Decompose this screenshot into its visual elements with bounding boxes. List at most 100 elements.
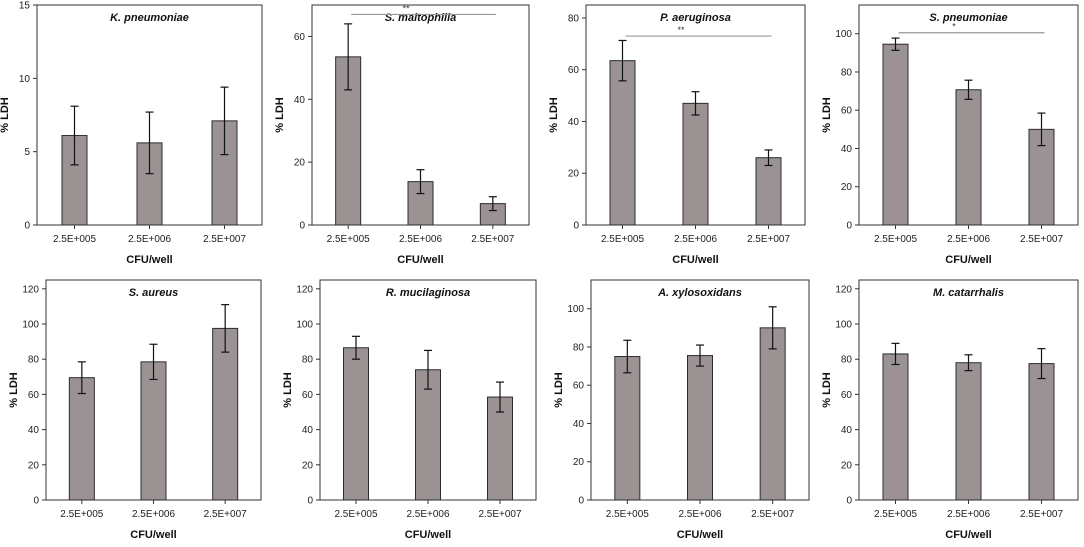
y-tick-label: 60: [294, 32, 306, 43]
x-tick-label: 2.5E+007: [1020, 234, 1064, 245]
chart-panel-4: S. pneumoniae 0 20 40 60 80 100 % LDH 2.5E+005 2.…: [821, 4, 1079, 266]
chart-title: S. aureus: [129, 287, 179, 299]
x-tick-label: 2.5E+007: [1020, 509, 1064, 520]
x-axis-title: CFU/well: [126, 254, 172, 266]
chart-title: A. xylosoxidans: [657, 287, 742, 299]
bar: [755, 157, 782, 226]
y-axis-title: % LDH: [282, 372, 294, 408]
x-tick-label: 2.5E+006: [947, 234, 991, 245]
y-tick-label: 60: [568, 65, 580, 76]
y-tick-label: 40: [573, 419, 585, 430]
bar: [212, 327, 239, 501]
bar: [882, 43, 909, 226]
y-tick-label: 100: [22, 320, 39, 331]
x-tick-label: 2.5E+005: [53, 234, 97, 245]
x-tick-label: 2.5E+005: [606, 509, 650, 520]
x-tick-label: 2.5E+005: [874, 234, 918, 245]
x-tick-label: 2.5E+007: [203, 234, 247, 245]
x-tick-label: 2.5E+005: [601, 234, 645, 245]
y-tick-label: 120: [296, 284, 313, 295]
y-tick-label: 100: [835, 29, 852, 40]
y-tick-label: 80: [568, 13, 580, 24]
x-axis-title: CFU/well: [672, 254, 718, 266]
chart-panel-5: S. aureus 0 20 40 60 80 100 120 % LDH 2.5E+005 2.5…: [8, 279, 262, 541]
x-tick-label: 2.5E+006: [132, 509, 176, 520]
x-tick-label: 2.5E+007: [478, 509, 522, 520]
y-tick-label: 20: [841, 460, 853, 471]
chart-title: P. aeruginosa: [660, 12, 731, 24]
bar: [68, 377, 95, 501]
x-axis-title: CFU/well: [405, 529, 451, 541]
y-tick-label: 80: [573, 342, 585, 353]
y-axis-title: % LDH: [274, 97, 286, 133]
y-tick-label: 20: [568, 169, 580, 180]
chart-panel-3: P. aeruginosa 0 20 40 60 80 % LDH 2.5E+005 2.5E+…: [548, 4, 806, 266]
bar: [1028, 363, 1055, 501]
bar: [609, 60, 636, 226]
x-axis-title: CFU/well: [945, 529, 991, 541]
x-axis-title: CFU/well: [397, 254, 443, 266]
y-axis-title: % LDH: [821, 372, 833, 408]
y-tick-label: 60: [302, 390, 314, 401]
y-tick-label: 20: [573, 457, 585, 468]
chart-title: K. pneumoniae: [110, 12, 189, 24]
x-tick-label: 2.5E+006: [406, 509, 450, 520]
chart-panel-1: K. pneumoniae 0 5 10 15 % LDH 2.5E+005 2.5E+006…: [0, 1, 263, 266]
y-tick-label: 0: [846, 221, 852, 232]
y-tick-label: 20: [841, 182, 853, 193]
y-tick-label: 40: [28, 425, 40, 436]
bar: [955, 362, 982, 501]
y-tick-label: 60: [573, 381, 585, 392]
y-axis-title: % LDH: [8, 372, 20, 408]
bar: [687, 355, 713, 501]
bar: [882, 353, 909, 501]
y-tick-label: 0: [33, 496, 39, 507]
significance-label: *: [952, 22, 956, 32]
x-tick-label: 2.5E+006: [128, 234, 172, 245]
x-tick-label: 2.5E+007: [471, 234, 515, 245]
y-tick-label: 120: [835, 284, 852, 295]
y-tick-label: 40: [302, 425, 314, 436]
chart-panel-6: R. mucilaginosa 0 20 40 60 80 100 120 % LDH 2.5E+…: [282, 279, 537, 541]
y-tick-label: 80: [841, 67, 853, 78]
bar: [140, 361, 167, 501]
x-tick-label: 2.5E+007: [751, 509, 795, 520]
chart-title: R. mucilaginosa: [386, 287, 470, 299]
y-tick-label: 60: [841, 106, 853, 117]
chart-title: M. catarrhalis: [933, 287, 1004, 299]
bar: [955, 89, 982, 226]
y-tick-label: 15: [19, 1, 31, 12]
y-tick-label: 40: [841, 425, 853, 436]
significance-label: **: [677, 25, 685, 35]
chart-title: S. pneumoniae: [929, 12, 1007, 24]
x-tick-label: 2.5E+006: [399, 234, 443, 245]
y-tick-label: 60: [841, 390, 853, 401]
y-tick-label: 5: [24, 147, 30, 158]
y-tick-label: 20: [302, 460, 314, 471]
y-tick-label: 40: [568, 117, 580, 128]
x-tick-label: 2.5E+005: [327, 234, 371, 245]
y-tick-label: 80: [841, 355, 853, 366]
significance-label: **: [403, 3, 411, 13]
x-tick-label: 2.5E+005: [60, 509, 104, 520]
y-axis-title: % LDH: [0, 97, 11, 133]
x-tick-label: 2.5E+005: [874, 509, 918, 520]
y-tick-label: 0: [578, 496, 584, 507]
y-tick-label: 0: [846, 496, 852, 507]
bar: [343, 347, 369, 501]
y-tick-label: 40: [294, 95, 306, 106]
y-axis-title: % LDH: [553, 372, 565, 408]
x-axis-title: CFU/well: [677, 529, 723, 541]
x-axis-title: CFU/well: [945, 254, 991, 266]
bar: [682, 102, 709, 226]
chart-panel-8: M. catarrhalis 0 20 40 60 80 100 120 % LDH 2.5E+0…: [821, 279, 1079, 541]
y-tick-label: 0: [299, 221, 305, 232]
x-axis-title: CFU/well: [130, 529, 176, 541]
y-tick-label: 40: [841, 144, 853, 155]
bar: [614, 356, 641, 501]
y-tick-label: 0: [573, 221, 579, 232]
y-tick-label: 10: [19, 74, 31, 85]
x-tick-label: 2.5E+006: [947, 509, 991, 520]
y-tick-label: 100: [296, 320, 313, 331]
